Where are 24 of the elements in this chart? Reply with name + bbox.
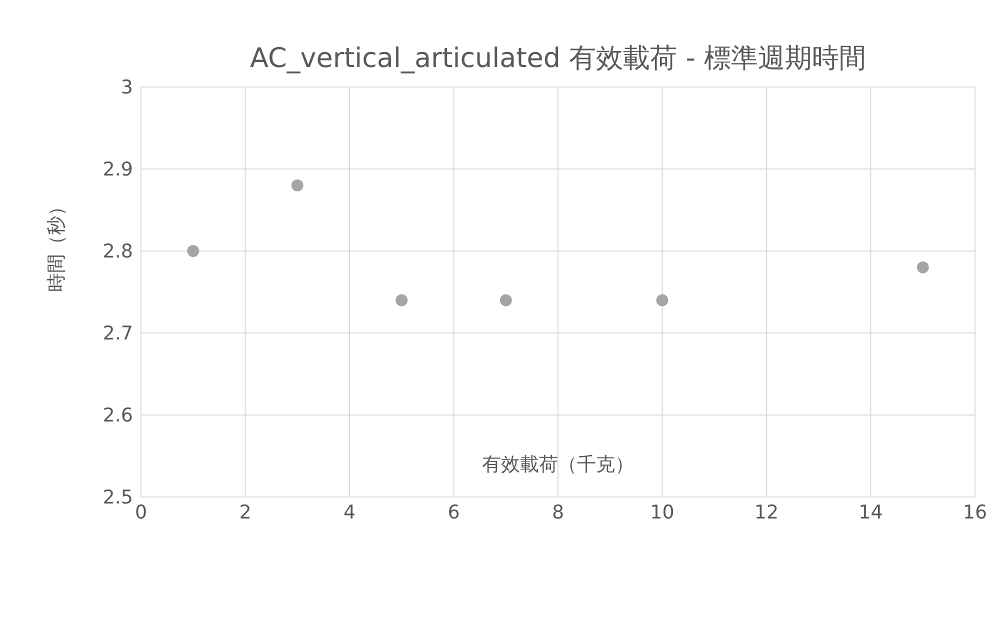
x-tick-label: 8 bbox=[552, 501, 564, 524]
point bbox=[500, 294, 512, 306]
y-tick-label: 2.7 bbox=[102, 322, 133, 345]
x-tick-label: 10 bbox=[650, 501, 674, 524]
y-tick-label: 3 bbox=[120, 76, 133, 99]
y-tick-label: 2.8 bbox=[102, 240, 133, 263]
y-tick-label: 2.6 bbox=[102, 404, 133, 427]
chart-title: AC_vertical_articulated 有效載荷 - 標準週期時間 bbox=[248, 42, 868, 76]
x-tick-label: 0 bbox=[134, 501, 148, 524]
y-tick-label: 2.9 bbox=[102, 158, 133, 181]
x-tick-label: 16 bbox=[962, 501, 988, 524]
x-tick-label: 2 bbox=[239, 501, 252, 524]
x-axis-title: 有效載荷（千克） bbox=[482, 453, 634, 476]
x-tick-label: 4 bbox=[343, 501, 356, 524]
point bbox=[656, 294, 668, 306]
point bbox=[187, 245, 200, 257]
y-tick-label: 2.5 bbox=[102, 486, 133, 509]
y-axis-title: 時間（秒） bbox=[46, 197, 68, 292]
x-tick-label: 14 bbox=[858, 501, 883, 524]
x-tick-label: 6 bbox=[448, 501, 460, 524]
point bbox=[291, 179, 304, 192]
point bbox=[916, 261, 929, 274]
x-tick-label: 12 bbox=[754, 501, 779, 524]
point bbox=[396, 294, 408, 306]
